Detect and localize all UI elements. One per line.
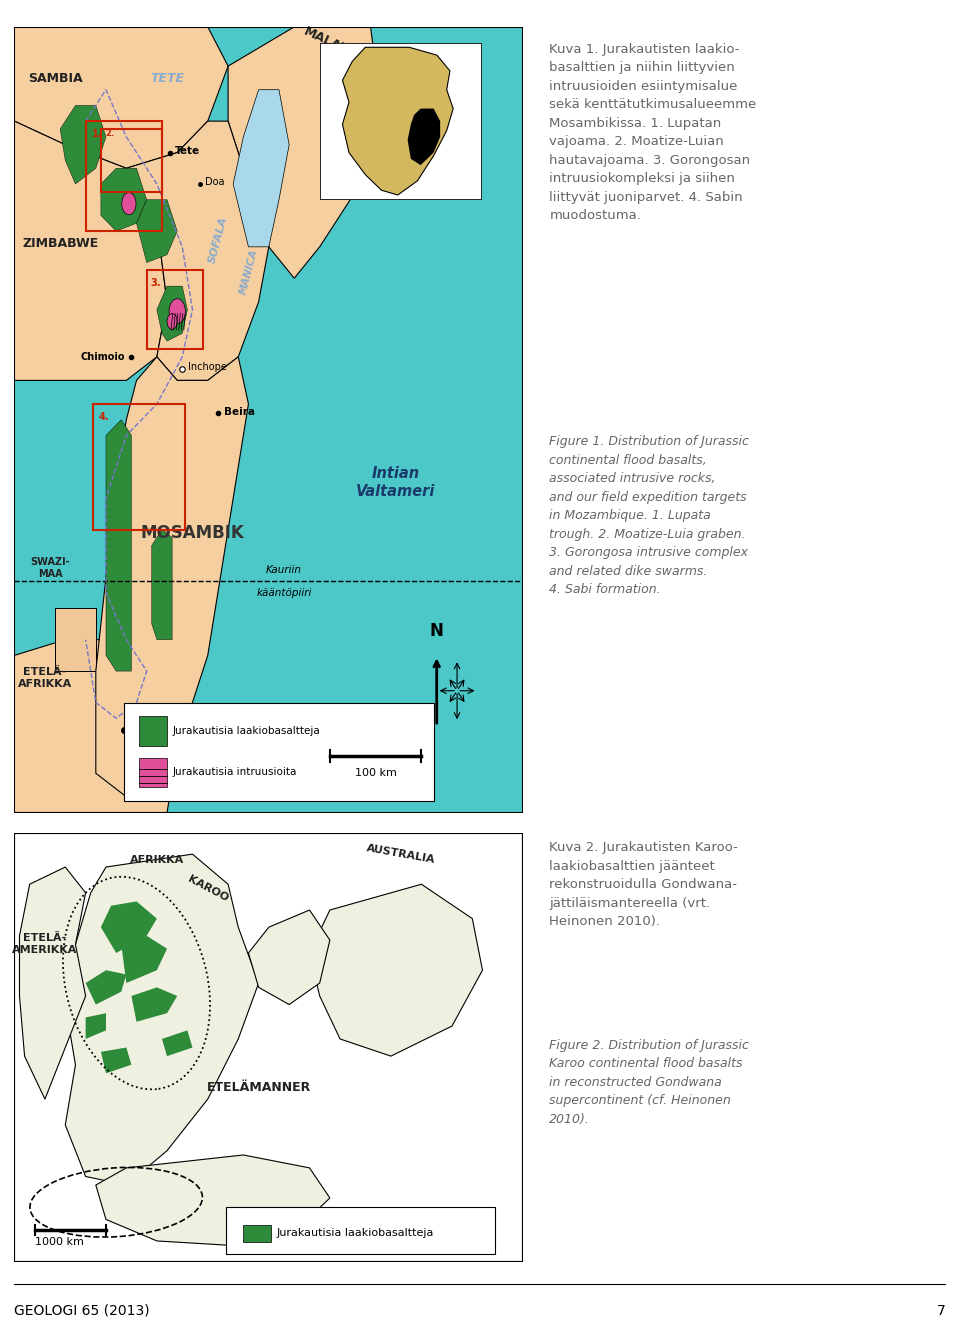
Text: 2.: 2. (105, 129, 114, 138)
Polygon shape (121, 936, 167, 983)
Text: 3.: 3. (151, 278, 161, 289)
Bar (244, 1225, 272, 1242)
Polygon shape (60, 106, 106, 184)
Text: ZIMBABWE: ZIMBABWE (22, 236, 98, 250)
Polygon shape (408, 109, 441, 165)
Text: 100 km: 100 km (354, 768, 396, 778)
Polygon shape (249, 911, 330, 1005)
Polygon shape (19, 868, 85, 1099)
Text: ETELÄMANNER: ETELÄMANNER (206, 1081, 311, 1093)
Text: ETELÄ-
AMERIKKA: ETELÄ- AMERIKKA (12, 933, 78, 955)
Text: Tete: Tete (175, 146, 200, 156)
Polygon shape (343, 47, 453, 195)
Polygon shape (101, 901, 156, 954)
Text: Kuva 2. Jurakautisten Karoo-
laakiobasalttien jäänteet
rekonstruoidulla Gondwana: Kuva 2. Jurakautisten Karoo- laakiobasal… (549, 841, 738, 928)
Text: Doa: Doa (205, 177, 225, 188)
Polygon shape (132, 987, 178, 1022)
Text: MALAWI: MALAWI (301, 26, 359, 62)
Text: Figure 1. Distribution of Jurassic
continental flood basalts,
associated intrusi: Figure 1. Distribution of Jurassic conti… (549, 435, 749, 596)
Polygon shape (85, 970, 127, 1005)
Polygon shape (233, 90, 289, 247)
Text: Inchope: Inchope (188, 363, 228, 372)
Text: KAROO: KAROO (186, 874, 229, 904)
Polygon shape (14, 27, 228, 168)
Polygon shape (162, 1030, 192, 1056)
Text: AFRIKKA: AFRIKKA (130, 854, 184, 865)
Circle shape (122, 192, 136, 215)
Polygon shape (127, 121, 269, 380)
Polygon shape (156, 286, 187, 341)
Polygon shape (65, 854, 258, 1185)
Polygon shape (14, 639, 178, 813)
Bar (139, 716, 167, 745)
Polygon shape (96, 357, 249, 796)
Polygon shape (14, 121, 167, 380)
Text: Jurakautisia laakiobasaltteja: Jurakautisia laakiobasaltteja (276, 1229, 434, 1238)
Bar (139, 757, 167, 787)
Text: MAPUTO: MAPUTO (131, 725, 184, 735)
Circle shape (167, 314, 178, 329)
Polygon shape (85, 1013, 106, 1039)
Text: 4.: 4. (98, 412, 108, 422)
Polygon shape (228, 27, 381, 278)
Text: AUSTRALIA: AUSTRALIA (366, 843, 436, 865)
Text: MANICA: MANICA (238, 248, 259, 295)
Text: Jurakautisia laakiobasaltteja: Jurakautisia laakiobasaltteja (172, 725, 320, 736)
Bar (85, 121, 162, 231)
Text: Beira: Beira (224, 407, 255, 416)
FancyBboxPatch shape (226, 1206, 495, 1254)
Text: MOSAMBIK: MOSAMBIK (140, 524, 245, 541)
Text: kääntöpiiri: kääntöpiiri (256, 588, 312, 599)
Text: 1000 km: 1000 km (35, 1237, 84, 1248)
Text: GEOLOGI 65 (2013): GEOLOGI 65 (2013) (14, 1304, 150, 1317)
Polygon shape (96, 1155, 330, 1245)
Polygon shape (101, 168, 147, 231)
Text: Kauriin: Kauriin (266, 565, 302, 575)
Bar (93, 404, 185, 529)
Bar (147, 270, 203, 349)
Text: ETELÄ-
AFRIKKA: ETELÄ- AFRIKKA (18, 667, 72, 689)
Circle shape (169, 298, 185, 324)
Text: SWAZI-
MAA: SWAZI- MAA (30, 557, 70, 579)
Polygon shape (106, 419, 132, 672)
Polygon shape (101, 1048, 132, 1073)
Bar (101, 129, 162, 192)
Text: 1.: 1. (92, 129, 103, 138)
Polygon shape (136, 200, 178, 263)
Text: Chimoio: Chimoio (81, 352, 126, 361)
Text: Jurakautisia intruusioita: Jurakautisia intruusioita (172, 767, 297, 778)
Text: TETE: TETE (150, 73, 184, 85)
Text: Figure 2. Distribution of Jurassic
Karoo continental flood basalts
in reconstruc: Figure 2. Distribution of Jurassic Karoo… (549, 1039, 749, 1125)
Text: 7: 7 (937, 1304, 946, 1317)
Text: Intian
Valtameri: Intian Valtameri (356, 466, 436, 498)
Polygon shape (309, 884, 483, 1056)
Text: Kuva 1. Jurakautisten laakio-
basalttien ja niihin liittyvien
intruusioiden esii: Kuva 1. Jurakautisten laakio- basalttien… (549, 43, 756, 222)
Text: N: N (430, 622, 444, 639)
Text: SOFALA: SOFALA (206, 215, 229, 265)
Text: SAMBIA: SAMBIA (28, 73, 83, 85)
Polygon shape (152, 529, 172, 639)
Polygon shape (55, 608, 96, 672)
FancyBboxPatch shape (124, 702, 434, 800)
